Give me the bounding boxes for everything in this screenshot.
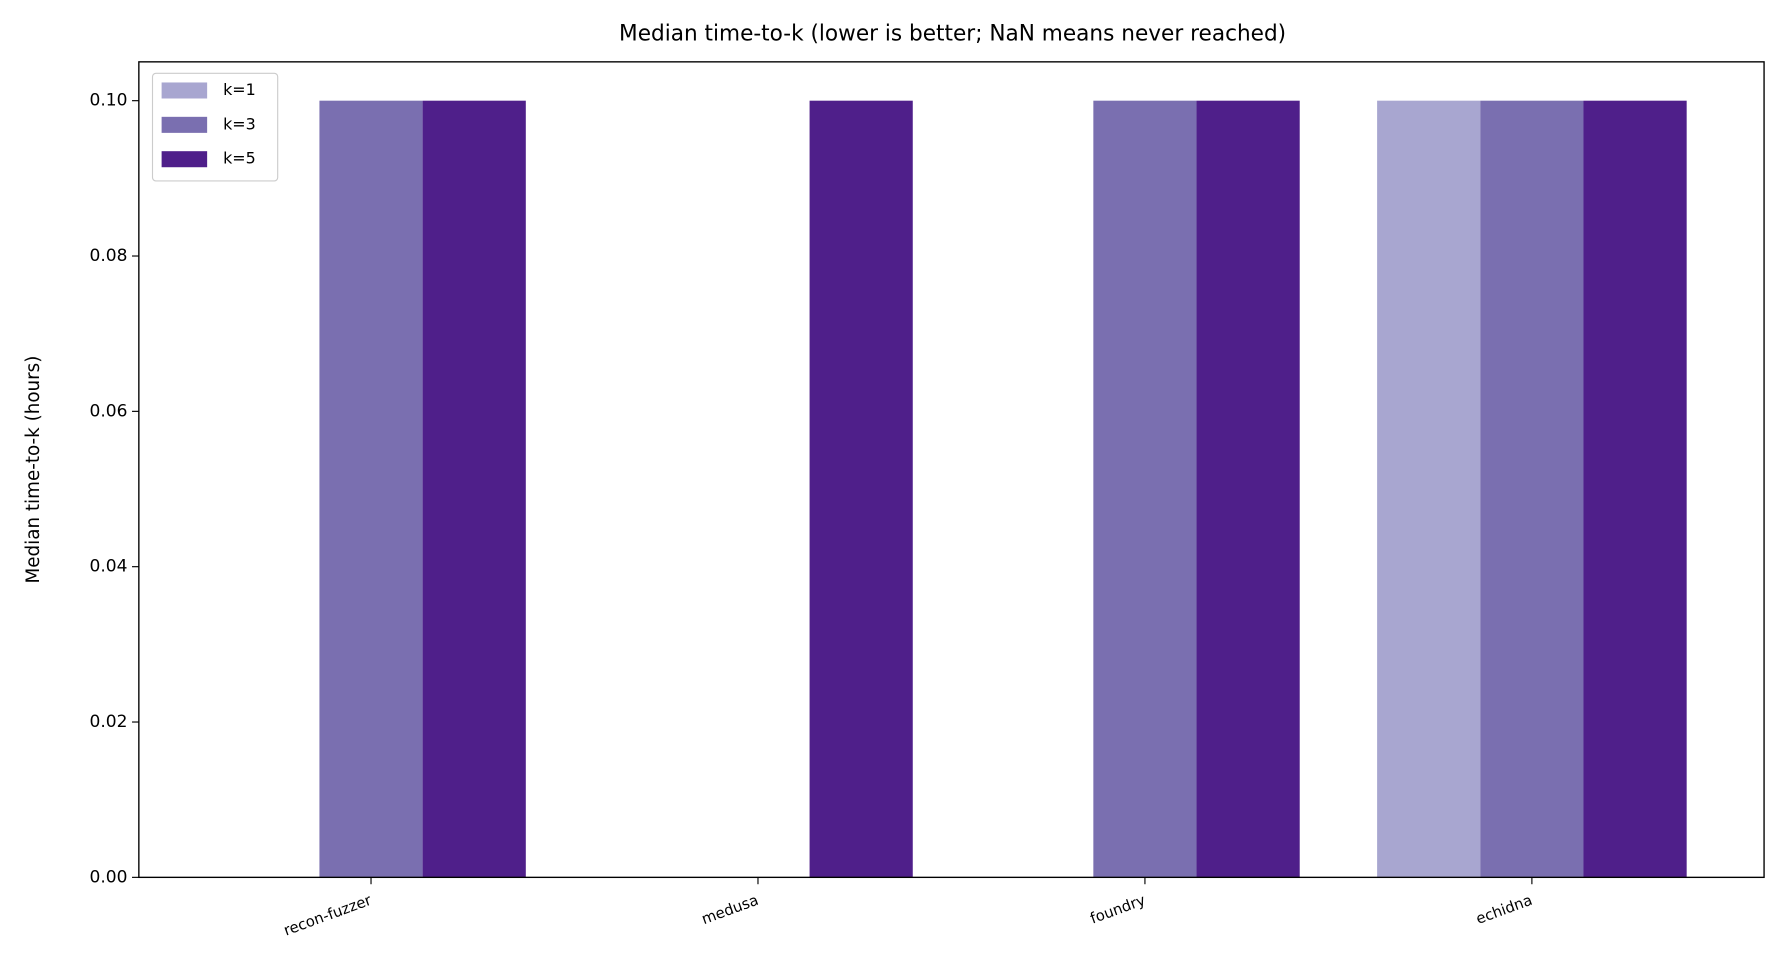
y-axis-label: Median time-to-k (hours) (23, 356, 44, 584)
bar (422, 100, 526, 878)
bar (1480, 100, 1584, 878)
bar (1093, 100, 1197, 878)
legend-label: k=3 (223, 114, 256, 133)
y-tick-label: 0.08 (89, 246, 127, 266)
y-tick-label: 0.04 (89, 557, 127, 577)
bar (1377, 100, 1481, 878)
x-tick-label: foundry (1088, 892, 1148, 928)
x-tick-label: recon-fuzzer (282, 891, 375, 939)
y-tick-label: 0.00 (89, 867, 127, 887)
legend-label: k=1 (223, 80, 256, 99)
legend-swatch (161, 82, 208, 99)
bar (1583, 100, 1687, 878)
legend-swatch (161, 151, 208, 168)
bar (809, 100, 913, 878)
x-tick-label: echidna (1474, 892, 1535, 928)
bar (1196, 100, 1300, 878)
x-tick-label: medusa (699, 892, 760, 928)
y-tick-label: 0.10 (89, 91, 127, 111)
chart-title: Median time-to-k (lower is better; NaN m… (619, 21, 1286, 46)
y-tick-label: 0.02 (89, 712, 127, 732)
y-tick-label: 0.06 (89, 401, 127, 421)
legend-label: k=5 (223, 149, 256, 168)
plot-frame (138, 61, 1765, 879)
bar (319, 100, 423, 878)
legend-swatch (161, 116, 208, 133)
